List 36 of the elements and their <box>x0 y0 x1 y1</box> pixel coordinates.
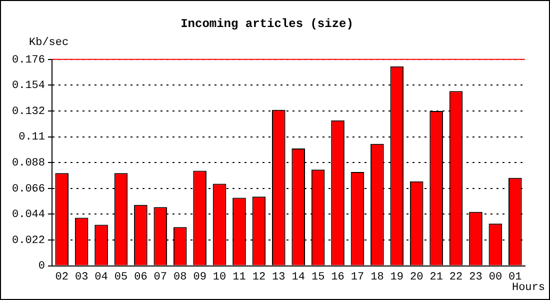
x-tick-label: 20 <box>410 271 424 284</box>
x-tick-label: 02 <box>55 271 68 284</box>
x-tick-label: 00 <box>488 271 502 284</box>
x-tick-label: 01 <box>508 271 522 284</box>
y-tick-label: 0.022 <box>12 234 46 247</box>
x-tick-label: 12 <box>252 271 266 284</box>
y-tick-label: 0 <box>38 260 46 273</box>
x-tick-label: 10 <box>212 271 226 284</box>
x-tick-label: 14 <box>292 271 306 284</box>
x-axis-title: Hours <box>512 282 545 294</box>
x-tick-label: 15 <box>311 271 325 284</box>
x-tick-label: 19 <box>390 271 404 284</box>
x-tick-label: 21 <box>430 271 444 284</box>
y-tick-label: 0.132 <box>12 106 46 118</box>
y-tick-label: 0.066 <box>12 183 46 196</box>
x-tick-label: 13 <box>272 271 286 284</box>
y-tick-label: 0.154 <box>12 80 46 92</box>
y-tick-label: 0.176 <box>12 54 46 66</box>
y-tick-label: 0.044 <box>12 209 46 222</box>
x-tick-label: 18 <box>370 271 384 284</box>
chart-title: Incoming articles (size) <box>180 17 354 32</box>
x-tick-label: 06 <box>134 271 148 284</box>
x-tick-label: 09 <box>193 271 206 284</box>
y-axis-title: Kb/sec <box>29 36 69 49</box>
x-tick-label: 17 <box>350 271 364 284</box>
x-tick-label: 07 <box>154 271 167 284</box>
x-tick-label: 05 <box>114 271 128 284</box>
x-tick-label: 22 <box>449 271 463 284</box>
x-tick-label: 23 <box>469 271 482 284</box>
x-tick-label: 08 <box>174 271 187 284</box>
y-tick-label: 0.088 <box>12 158 46 170</box>
x-tick-label: 04 <box>94 271 108 284</box>
y-tick-label: 0.11 <box>18 132 46 144</box>
x-tick-label: 11 <box>232 271 246 284</box>
x-tick-label: 16 <box>331 271 344 284</box>
x-tick-label: 03 <box>74 271 88 284</box>
